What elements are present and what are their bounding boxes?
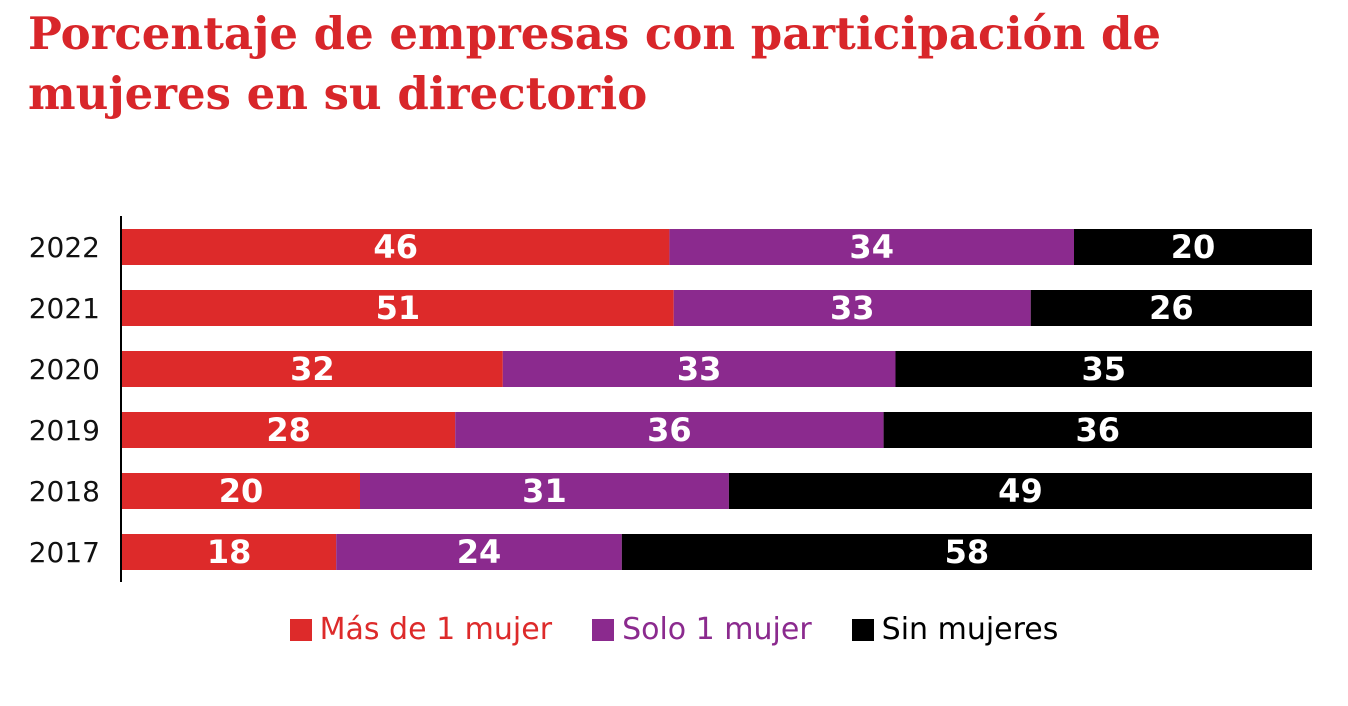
data-label-sin-mujeres-2022: 20 bbox=[1171, 228, 1216, 266]
data-label-mas-de-1-mujer-2018: 20 bbox=[219, 472, 264, 510]
data-label-mas-de-1-mujer-2021: 51 bbox=[376, 289, 421, 327]
bar-sin-mujeres-2019 bbox=[883, 412, 1312, 448]
bar-sin-mujeres-2018 bbox=[728, 473, 1312, 509]
bar-mas-de-1-mujer-2019 bbox=[122, 412, 456, 448]
legend-swatch-sin-mujeres bbox=[851, 618, 874, 641]
year-label-2017: 2017 bbox=[29, 536, 100, 569]
bar-sin-mujeres-2022 bbox=[1074, 229, 1312, 265]
data-label-solo-1-mujer-2022: 34 bbox=[849, 228, 894, 266]
legend-swatch-mas-de-1-mujer bbox=[289, 618, 312, 641]
bar-solo-1-mujer-2021 bbox=[673, 290, 1031, 326]
bar-mas-de-1-mujer-2020 bbox=[122, 351, 503, 387]
legend-item-solo-1-mujer: Solo 1 mujer bbox=[592, 612, 812, 647]
chart-title: Porcentaje de empresas con participación… bbox=[28, 7, 1162, 120]
data-label-sin-mujeres-2018: 49 bbox=[998, 472, 1043, 510]
bar-sin-mujeres-2021 bbox=[1030, 290, 1312, 326]
year-label-2018: 2018 bbox=[29, 475, 100, 508]
year-label-2019: 2019 bbox=[29, 414, 100, 447]
legend-label-solo-1-mujer: Solo 1 mujer bbox=[622, 612, 812, 647]
legend: Más de 1 mujer Solo 1 mujer Sin mujeres bbox=[0, 612, 1348, 647]
data-label-solo-1-mujer-2021: 33 bbox=[830, 289, 875, 327]
data-label-solo-1-mujer-2018: 31 bbox=[522, 472, 567, 510]
data-label-solo-1-mujer-2020: 33 bbox=[677, 350, 722, 388]
legend-label-sin-mujeres: Sin mujeres bbox=[881, 612, 1059, 647]
labels-group: 2022 46 34 20 2021 51 33 26 2020 32 33 35 2019 28 36 36… bbox=[29, 228, 1216, 571]
data-label-solo-1-mujer-2017: 24 bbox=[457, 533, 502, 571]
bar-solo-1-mujer-2018 bbox=[360, 473, 729, 509]
data-label-mas-de-1-mujer-2020: 32 bbox=[290, 350, 335, 388]
data-label-solo-1-mujer-2019: 36 bbox=[647, 411, 692, 449]
bar-mas-de-1-mujer-2017 bbox=[122, 534, 337, 570]
bar-sin-mujeres-2020 bbox=[895, 351, 1312, 387]
data-label-sin-mujeres-2020: 35 bbox=[1081, 350, 1126, 388]
bar-sin-mujeres-2017 bbox=[621, 534, 1312, 570]
bar-solo-1-mujer-2017 bbox=[336, 534, 622, 570]
data-label-mas-de-1-mujer-2019: 28 bbox=[266, 411, 311, 449]
year-label-2022: 2022 bbox=[29, 231, 100, 264]
year-label-2020: 2020 bbox=[29, 353, 100, 386]
legend-swatch-solo-1-mujer bbox=[592, 618, 615, 641]
legend-item-mas-de-1-mujer: Más de 1 mujer bbox=[289, 612, 553, 647]
bar-mas-de-1-mujer-2018 bbox=[122, 473, 360, 509]
data-label-sin-mujeres-2021: 26 bbox=[1149, 289, 1194, 327]
legend-label-mas-de-1-mujer: Más de 1 mujer bbox=[319, 612, 553, 647]
bar-solo-1-mujer-2019 bbox=[455, 412, 884, 448]
bar-mas-de-1-mujer-2022 bbox=[122, 229, 670, 265]
bars-group bbox=[122, 229, 1312, 570]
data-label-mas-de-1-mujer-2017: 18 bbox=[207, 533, 252, 571]
year-label-2021: 2021 bbox=[29, 292, 100, 325]
bar-solo-1-mujer-2022 bbox=[669, 229, 1074, 265]
data-label-mas-de-1-mujer-2022: 46 bbox=[373, 228, 418, 266]
bar-solo-1-mujer-2020 bbox=[502, 351, 896, 387]
legend-item-sin-mujeres: Sin mujeres bbox=[851, 612, 1059, 647]
bar-mas-de-1-mujer-2021 bbox=[122, 290, 674, 326]
data-label-sin-mujeres-2019: 36 bbox=[1076, 411, 1121, 449]
data-label-sin-mujeres-2017: 58 bbox=[945, 533, 990, 571]
